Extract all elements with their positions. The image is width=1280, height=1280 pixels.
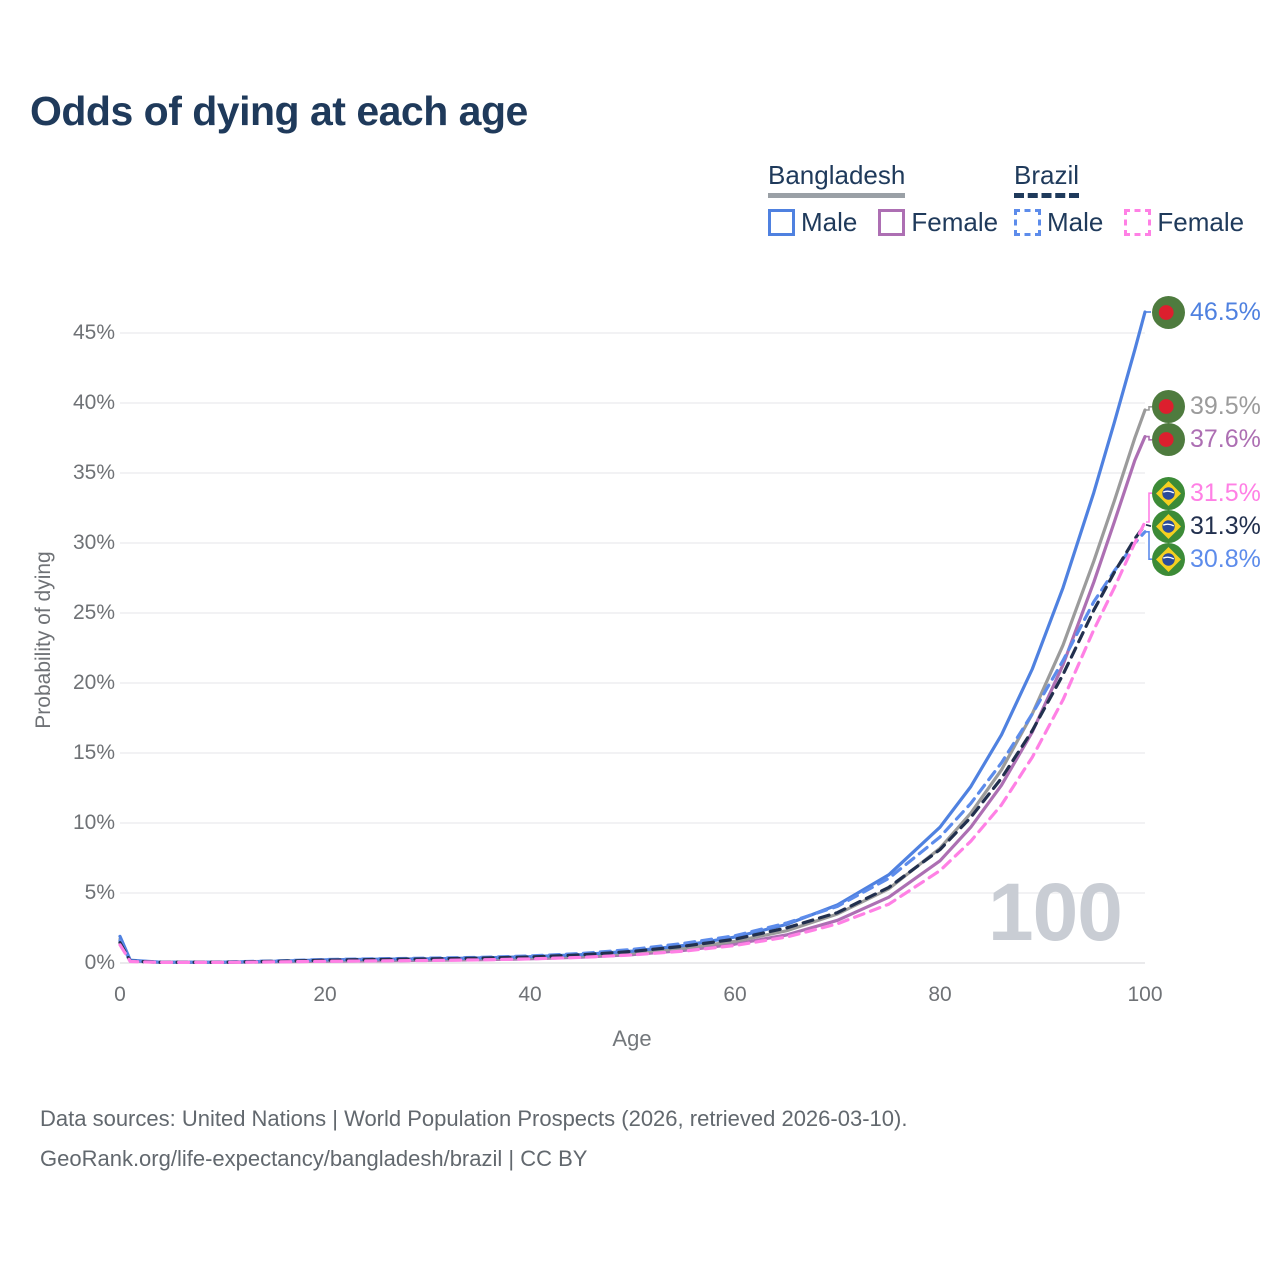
end-label-value: 37.6%: [1190, 425, 1261, 454]
legend-item-brazil-female[interactable]: Female: [1124, 207, 1244, 238]
legend-group-bangladesh: Bangladesh Male Female: [768, 160, 998, 238]
legend-swatch-icon: [1124, 209, 1152, 236]
legend-item-brazil-male[interactable]: Male: [1014, 207, 1103, 238]
footer-attribution: GeoRank.org/life-expectancy/bangladesh/b…: [40, 1146, 588, 1171]
legend-item-label: Male: [801, 207, 858, 237]
legend-swatch-icon: [768, 209, 795, 236]
page-title: Odds of dying at each age: [30, 88, 528, 134]
y-tick-5%: 5%: [84, 881, 115, 904]
legend-item-label: Female: [1157, 207, 1245, 237]
bangladesh-flag-icon: [1152, 423, 1185, 457]
end-label-br-female: 31.5%: [1152, 476, 1261, 510]
legend-swatch-icon: [878, 209, 906, 236]
end-label-value: 31.3%: [1190, 511, 1261, 540]
x-tick-60: 60: [723, 983, 747, 1006]
end-label-connector-bd-all: [1146, 406, 1152, 411]
brazil-flag-icon: [1152, 542, 1185, 576]
end-label-bd-female: 37.6%: [1152, 423, 1261, 457]
x-axis-title: Age: [612, 1026, 652, 1051]
y-tick-25%: 25%: [72, 601, 115, 624]
end-label-br-all: 31.3%: [1152, 509, 1261, 543]
series-line-br-female[interactable]: [118, 520, 1147, 964]
end-label-value: 30.8%: [1190, 544, 1261, 573]
x-tick-20: 20: [313, 983, 337, 1006]
x-tick-80: 80: [928, 983, 952, 1006]
x-tick-100: 100: [1127, 983, 1163, 1006]
end-label-value: 31.5%: [1190, 478, 1261, 507]
end-label-br-male: 30.8%: [1152, 542, 1261, 576]
end-label-connector-br-female: [1146, 492, 1152, 523]
brazil-flag-icon: [1152, 509, 1185, 543]
legend-group-brazil: Brazil Male Female: [1014, 160, 1244, 238]
y-tick-15%: 15%: [72, 741, 115, 764]
legend-country-label[interactable]: Brazil: [1014, 160, 1080, 190]
legend-country-linestyle-dashed: [1014, 193, 1080, 198]
legend-country-label[interactable]: Bangladesh: [768, 160, 906, 190]
y-tick-20%: 20%: [72, 671, 115, 694]
legend-item-label: Male: [1047, 207, 1104, 237]
y-tick-45%: 45%: [72, 321, 115, 344]
age-watermark: 100: [988, 867, 1123, 958]
end-label-value: 39.5%: [1190, 392, 1261, 421]
y-tick-30%: 30%: [72, 531, 115, 554]
y-tick-35%: 35%: [72, 461, 115, 484]
end-label-connector-br-all: [1145, 524, 1152, 527]
brazil-flag-icon: [1152, 476, 1185, 510]
legend-country-linestyle-solid: [768, 193, 906, 198]
y-tick-40%: 40%: [72, 391, 115, 414]
end-label-connector-bd-female: [1146, 435, 1152, 441]
y-tick-10%: 10%: [72, 811, 115, 834]
x-tick-40: 40: [518, 983, 542, 1006]
odds-of-dying-chart: [118, 310, 1152, 964]
y-axis-title: Probability of dying: [32, 551, 55, 729]
bangladesh-flag-icon: [1152, 295, 1185, 329]
y-tick-0%: 0%: [84, 951, 115, 974]
legend-item-label: Female: [911, 207, 999, 237]
legend-swatch-icon: [1014, 209, 1041, 236]
end-label-connector-br-male: [1146, 531, 1152, 560]
end-label-bd-all: 39.5%: [1152, 390, 1261, 424]
footer-data-sources: Data sources: United Nations | World Pop…: [40, 1106, 908, 1131]
x-tick-0: 0: [114, 983, 126, 1006]
bangladesh-flag-icon: [1152, 390, 1185, 424]
end-label-bd-male: 46.5%: [1152, 295, 1261, 329]
legend-item-bangladesh-male[interactable]: Male: [768, 207, 857, 238]
series-line-bd-male[interactable]: [118, 310, 1147, 964]
end-label-value: 46.5%: [1190, 297, 1261, 326]
legend-item-bangladesh-female[interactable]: Female: [878, 207, 998, 238]
